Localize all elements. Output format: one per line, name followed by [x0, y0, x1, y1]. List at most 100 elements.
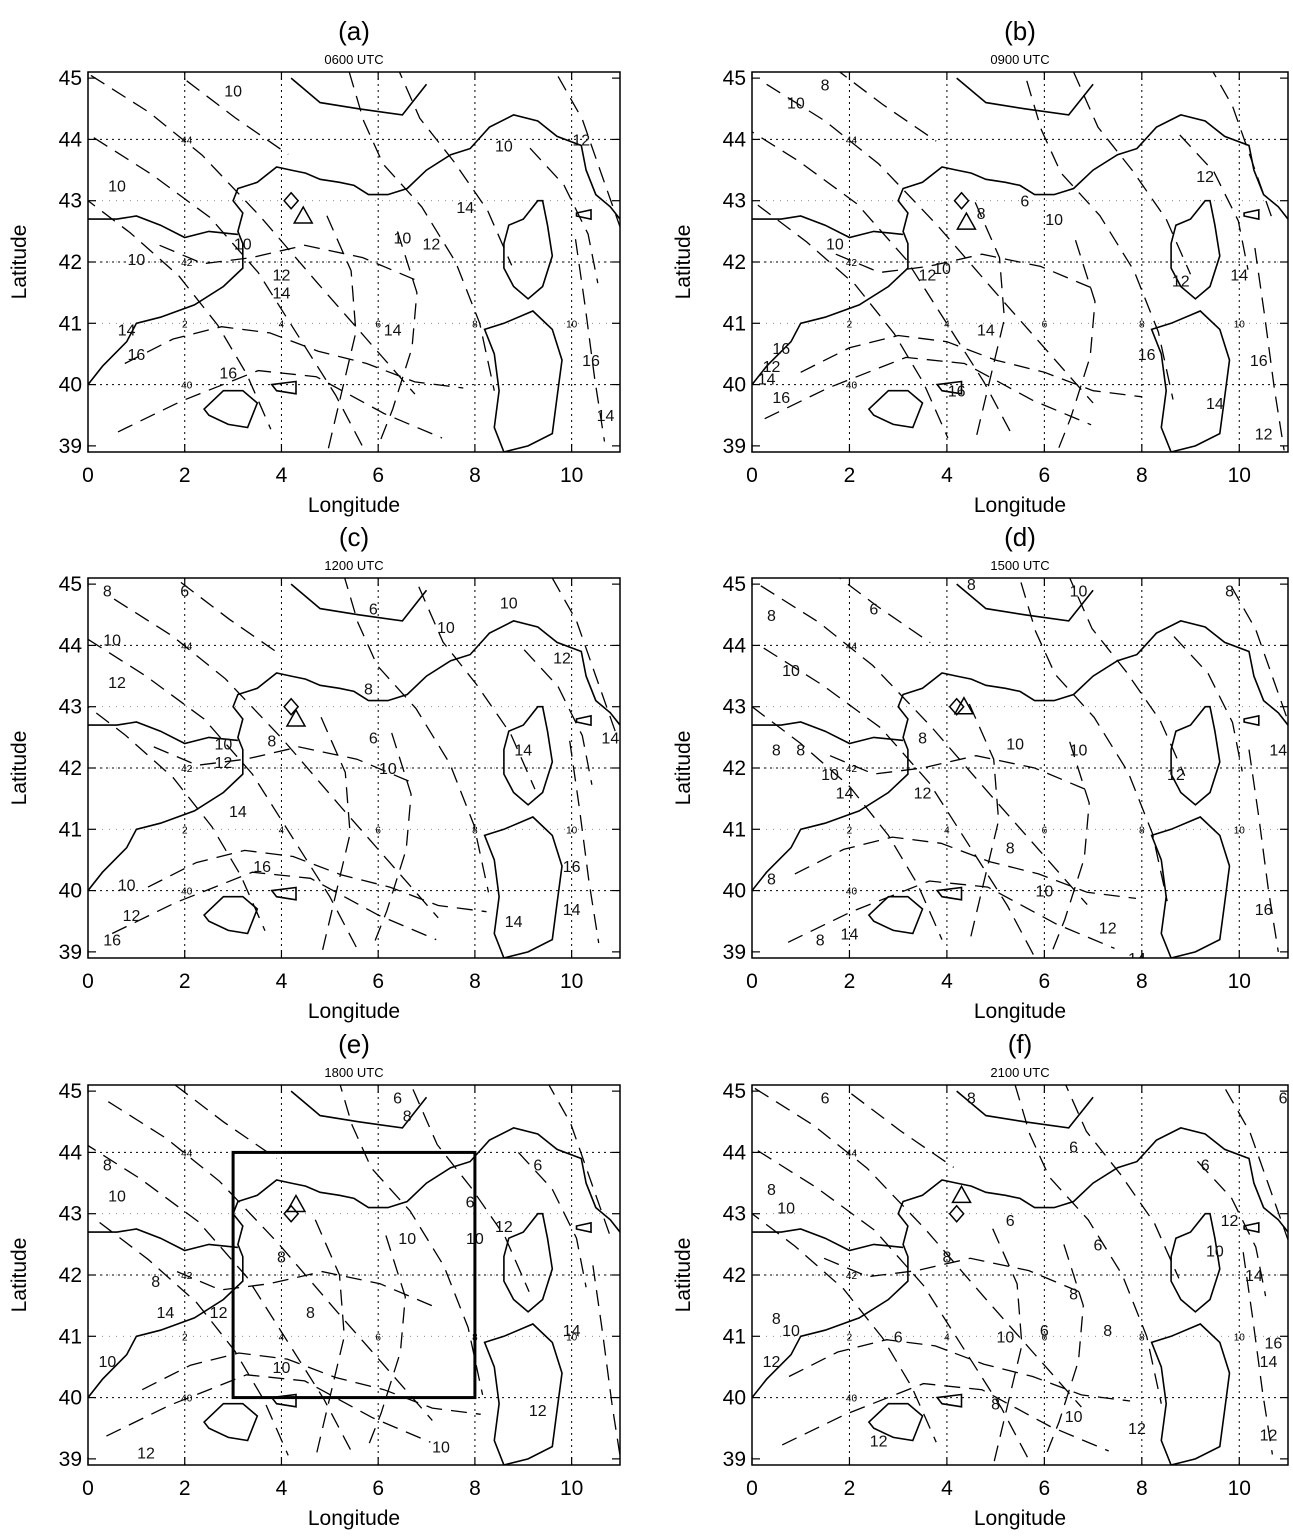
contour-line	[551, 578, 616, 732]
contour-line	[529, 147, 599, 284]
contour-line	[788, 1339, 1131, 1402]
contour-label: 14	[563, 1323, 581, 1340]
contour-label: 12	[1167, 767, 1185, 784]
contour-line	[1065, 1085, 1180, 1279]
grid-lat-label: 40	[181, 381, 193, 392]
y-tick-label: 45	[59, 67, 82, 90]
grid-lon-label: 4	[944, 1332, 950, 1343]
coastline	[956, 77, 1094, 116]
coastline	[752, 1228, 904, 1252]
y-tick-label: 43	[59, 1203, 82, 1226]
grid-lon-label: 10	[566, 825, 578, 836]
y-tick-label: 43	[59, 190, 82, 213]
contour-label: 14	[156, 1305, 174, 1322]
grid-lat-label: 44	[846, 1148, 858, 1159]
contour-line	[794, 836, 1137, 900]
island-outline	[1170, 199, 1221, 300]
contour-label: 14	[597, 408, 615, 425]
panel-time: 1800 UTC	[324, 1065, 383, 1080]
y-tick-label: 40	[59, 880, 82, 903]
x-tick-label: 10	[560, 1477, 583, 1500]
contour-label: 8	[306, 1305, 315, 1322]
contour-line	[99, 1221, 289, 1456]
contour-line	[592, 1265, 620, 1460]
coastline	[752, 114, 1288, 386]
contour-label: 12	[870, 1433, 888, 1450]
island-outline	[483, 310, 563, 452]
contour-label: 12	[422, 237, 440, 254]
contour-line	[339, 1085, 484, 1396]
contour-label: 10	[782, 663, 800, 680]
contour-line	[1248, 749, 1279, 953]
y-tick-label: 41	[59, 312, 82, 335]
contour-line	[113, 598, 439, 919]
coastline	[88, 215, 238, 239]
y-tick-label: 44	[59, 1141, 83, 1164]
contour-label: 10	[500, 596, 518, 613]
x-axis-title: Longitude	[308, 494, 400, 517]
contour-label: 6	[369, 730, 378, 747]
x-tick-label: 2	[179, 1477, 191, 1500]
contour-label: 16	[772, 341, 790, 358]
coastline	[88, 114, 620, 386]
contour-line	[1196, 1160, 1267, 1297]
contour-label: 14	[229, 804, 247, 821]
contour-line	[1242, 1252, 1274, 1455]
contour-line	[1069, 578, 1186, 777]
contour-label: 8	[918, 730, 927, 747]
island-outline	[1243, 208, 1260, 221]
contour-label: 6	[180, 583, 189, 600]
contour-label: 8	[767, 871, 776, 888]
contour-label: 6	[821, 1090, 830, 1107]
panel-letter: (b)	[1004, 16, 1036, 46]
contour-label: 8	[942, 1250, 951, 1267]
contour-line	[88, 638, 360, 953]
contour-label: 12	[1260, 1427, 1278, 1444]
x-tick-label: 8	[469, 1477, 481, 1500]
x-tick-label: 0	[82, 970, 94, 993]
grid-lat-label: 42	[181, 1271, 193, 1282]
contour-line	[968, 703, 1000, 944]
island-outline	[575, 1221, 592, 1234]
grid-lon-label: 6	[1042, 1332, 1048, 1343]
analysis-box	[231, 1150, 477, 1400]
x-tick-label: 4	[941, 970, 953, 993]
y-tick-label: 44	[59, 634, 83, 657]
contour-label: 6	[894, 1329, 903, 1346]
grid-lon-label: 2	[182, 825, 188, 836]
y-tick-label: 39	[59, 941, 82, 964]
y-tick-label: 42	[723, 251, 746, 274]
grid-lon-label: 8	[472, 825, 478, 836]
x-axis-title: Longitude	[974, 1000, 1066, 1023]
x-tick-label: 6	[1039, 1477, 1051, 1500]
contour-label: 6	[1069, 1139, 1078, 1156]
contour-label: 8	[403, 1109, 412, 1126]
panel-time: 0600 UTC	[324, 52, 383, 67]
contour-label: 10	[234, 237, 252, 254]
contour-label: 6	[533, 1158, 542, 1175]
x-tick-label: 4	[276, 1477, 288, 1500]
y-tick-label: 41	[723, 818, 746, 841]
island-outline	[483, 816, 563, 958]
y-tick-label: 39	[723, 1448, 746, 1471]
contour-label: 16	[219, 365, 237, 382]
contour-line	[88, 705, 266, 932]
contour-label: 10	[1206, 1243, 1224, 1260]
contour-label: 14	[601, 730, 619, 747]
panel-letter: (f)	[1008, 1029, 1033, 1059]
contour-line	[1173, 636, 1243, 772]
coastline	[752, 215, 904, 239]
y-tick-label: 44	[723, 1141, 747, 1164]
x-tick-label: 10	[1228, 464, 1251, 487]
x-tick-label: 6	[1039, 970, 1051, 993]
y-tick-label: 42	[723, 757, 746, 780]
contour-line	[548, 1085, 611, 1235]
contour-label: 8	[767, 1182, 776, 1199]
contour-label: 14	[505, 914, 523, 931]
contour-line	[517, 1151, 587, 1288]
grid-lat-label: 40	[181, 1394, 193, 1405]
grid-lon-label: 2	[847, 1332, 853, 1343]
grid-lat-label: 42	[846, 258, 858, 269]
